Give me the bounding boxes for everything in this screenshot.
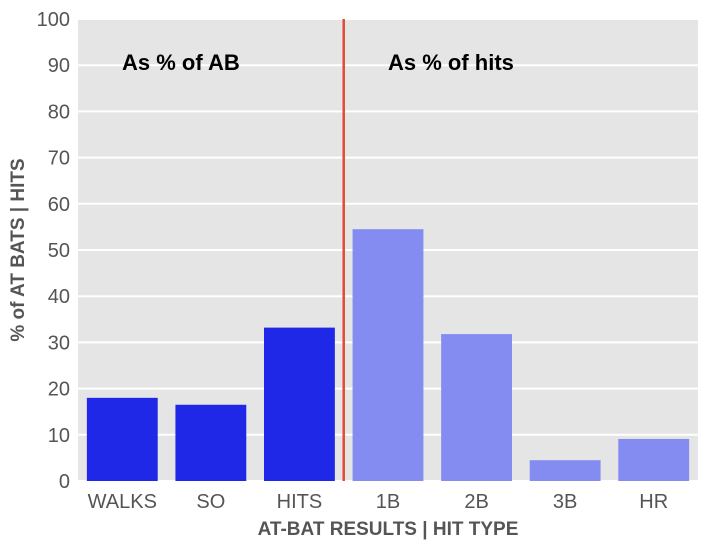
- y-axis-title: % of AT BATS | HITS: [8, 158, 29, 341]
- y-tick-label: 30: [48, 332, 70, 354]
- x-tick-label: WALKS: [88, 491, 157, 513]
- y-tick-label: 60: [48, 194, 70, 216]
- bar-hits: [264, 327, 335, 481]
- y-tick-label: 100: [37, 9, 70, 31]
- bar-walks: [86, 397, 158, 481]
- x-tick-labels: WALKS SO HITS 1B 2B 3B HR: [88, 491, 669, 513]
- x-tick-label: HITS: [277, 491, 323, 513]
- x-tick-label: 1B: [376, 491, 400, 513]
- y-tick-labels: 0 10 20 30 40 50 60 70 80 90 100: [37, 9, 70, 493]
- y-tick-label: 90: [48, 55, 70, 77]
- y-tick-label: 70: [48, 148, 70, 170]
- y-tick-label: 50: [48, 240, 70, 262]
- annotation-as-pct-of-hits: As % of hits: [388, 50, 514, 75]
- bar-so: [175, 404, 247, 481]
- bar-3b: [529, 460, 601, 481]
- y-tick-label: 0: [59, 471, 70, 493]
- x-tick-label: 2B: [464, 491, 488, 513]
- bar-hr: [618, 438, 690, 481]
- y-tick-label: 10: [48, 425, 70, 447]
- x-axis-title: AT-BAT RESULTS | HIT TYPE: [258, 519, 519, 540]
- x-tick-label: SO: [196, 491, 225, 513]
- bar-1b: [352, 229, 424, 481]
- y-tick-label: 80: [48, 101, 70, 123]
- annotation-as-pct-of-ab: As % of AB: [122, 50, 240, 75]
- x-tick-label: HR: [639, 491, 668, 513]
- bar-2b: [441, 334, 512, 481]
- bars: [86, 229, 690, 481]
- y-tick-label: 20: [48, 379, 70, 401]
- x-tick-label: 3B: [553, 491, 577, 513]
- y-tick-label: 40: [48, 286, 70, 308]
